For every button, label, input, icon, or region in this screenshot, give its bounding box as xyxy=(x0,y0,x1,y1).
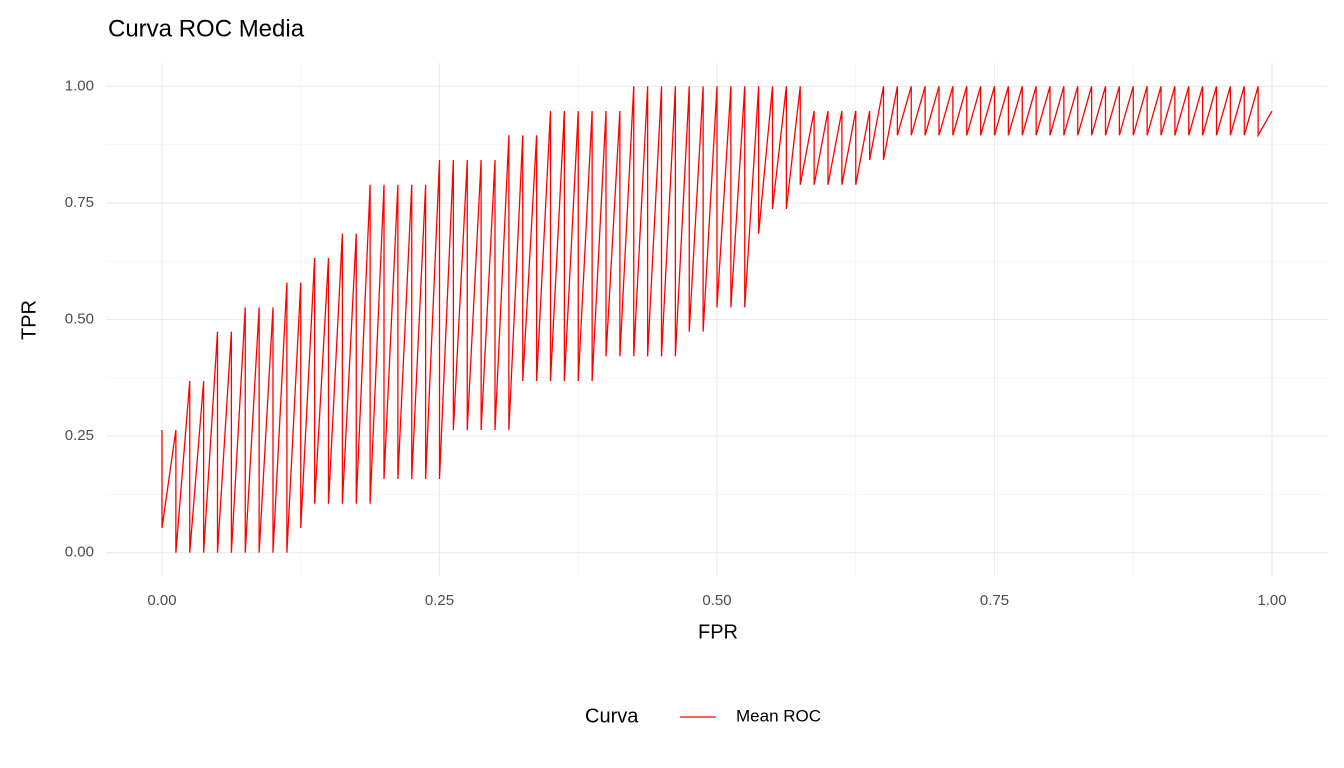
y-tick-label: 0.00 xyxy=(65,544,94,561)
x-axis-label: FPR xyxy=(698,621,738,643)
x-tick-label: 0.25 xyxy=(425,592,454,609)
x-tick-label: 0.00 xyxy=(147,592,176,609)
roc-line xyxy=(161,86,1273,553)
y-tick-label: 0.75 xyxy=(65,194,94,211)
x-tick-label: 0.50 xyxy=(702,592,731,609)
legend-label: Mean ROC xyxy=(736,706,821,725)
chart-title: Curva ROC Media xyxy=(108,15,305,42)
y-tick-label: 1.00 xyxy=(65,77,94,94)
y-tick-label: 0.50 xyxy=(65,310,94,327)
y-tick-label: 0.25 xyxy=(65,427,94,444)
x-tick-label: 1.00 xyxy=(1257,592,1286,609)
y-axis-label: TPR xyxy=(18,300,40,340)
legend-title: Curva xyxy=(585,705,639,727)
x-tick-label: 0.75 xyxy=(980,592,1009,609)
